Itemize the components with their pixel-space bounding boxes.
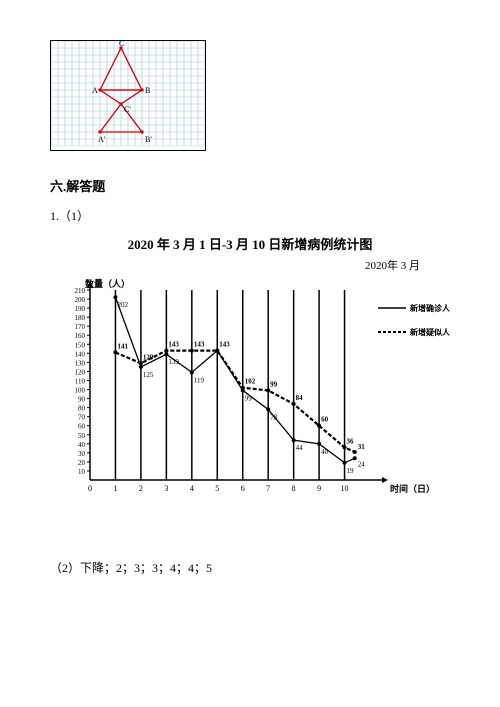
svg-text:新增确诊人数: 新增确诊人数 [410, 303, 450, 313]
svg-text:20: 20 [78, 459, 86, 467]
svg-text:99: 99 [270, 380, 278, 388]
chart-title: 2020 年 3 月 1 日-3 月 10 日新增病例统计图 [50, 234, 450, 253]
svg-text:125: 125 [143, 371, 154, 379]
svg-text:143: 143 [168, 341, 179, 349]
svg-text:50: 50 [78, 432, 86, 440]
svg-text:4: 4 [190, 484, 194, 493]
svg-text:210: 210 [75, 287, 86, 295]
svg-text:C': C' [124, 105, 131, 114]
svg-text:170: 170 [75, 323, 86, 331]
svg-text:140: 140 [75, 350, 86, 358]
svg-text:时间（日）: 时间（日） [390, 483, 435, 494]
svg-text:102: 102 [245, 378, 256, 386]
svg-text:90: 90 [78, 396, 86, 404]
svg-text:40: 40 [78, 441, 86, 449]
svg-text:10: 10 [341, 484, 349, 493]
svg-text:2: 2 [139, 484, 143, 493]
svg-text:40: 40 [321, 448, 329, 456]
question-number: 1.（1） [50, 207, 450, 224]
svg-text:30: 30 [78, 450, 86, 458]
svg-text:99: 99 [245, 394, 253, 402]
svg-text:36: 36 [347, 437, 355, 445]
svg-text:0: 0 [88, 484, 92, 493]
svg-text:5: 5 [215, 484, 219, 493]
line-chart: 数量（人）10203040506070809010011012013014015… [50, 275, 450, 509]
svg-text:44: 44 [296, 444, 304, 452]
svg-text:130: 130 [75, 359, 86, 367]
grid-geometry-figure: C A B C' A' B' [50, 40, 206, 151]
svg-text:129: 129 [143, 353, 154, 361]
svg-text:C: C [119, 41, 124, 48]
answer-2: （2）下降；2；3；3；4；4；5 [50, 559, 450, 576]
svg-text:7: 7 [266, 484, 270, 493]
svg-text:202: 202 [117, 301, 128, 309]
svg-text:A': A' [98, 135, 106, 144]
svg-text:80: 80 [78, 405, 86, 413]
svg-text:新增疑似人数: 新增疑似人数 [410, 327, 450, 337]
svg-text:84: 84 [296, 394, 304, 402]
svg-text:150: 150 [75, 341, 86, 349]
chart-date: 2020年 3 月 [50, 257, 450, 273]
svg-text:1: 1 [113, 484, 117, 493]
section-heading: 六.解答题 [50, 176, 450, 195]
svg-text:10: 10 [78, 468, 86, 476]
svg-text:160: 160 [75, 332, 86, 340]
svg-text:190: 190 [75, 305, 86, 313]
svg-text:31: 31 [358, 443, 366, 451]
svg-text:24: 24 [358, 460, 366, 468]
svg-text:180: 180 [75, 314, 86, 322]
svg-text:120: 120 [75, 368, 86, 376]
svg-text:78: 78 [270, 413, 278, 421]
svg-text:70: 70 [78, 414, 86, 422]
svg-text:139: 139 [168, 358, 179, 366]
svg-text:9: 9 [317, 484, 321, 493]
svg-text:141: 141 [117, 342, 128, 350]
svg-text:60: 60 [78, 423, 86, 431]
svg-text:119: 119 [194, 376, 205, 384]
svg-text:143: 143 [194, 341, 205, 349]
svg-text:100: 100 [75, 387, 86, 395]
svg-text:60: 60 [321, 416, 329, 424]
svg-text:143: 143 [219, 341, 230, 349]
grid-svg: C A B C' A' B' [51, 41, 205, 146]
svg-text:A: A [92, 86, 98, 95]
svg-text:19: 19 [347, 467, 355, 475]
svg-text:6: 6 [241, 484, 245, 493]
svg-text:110: 110 [75, 377, 86, 385]
svg-text:3: 3 [164, 484, 168, 493]
chart-svg: 数量（人）10203040506070809010011012013014015… [50, 275, 450, 505]
svg-text:B': B' [145, 135, 152, 144]
svg-text:8: 8 [292, 484, 296, 493]
svg-text:200: 200 [75, 296, 86, 304]
svg-text:B: B [145, 86, 150, 95]
